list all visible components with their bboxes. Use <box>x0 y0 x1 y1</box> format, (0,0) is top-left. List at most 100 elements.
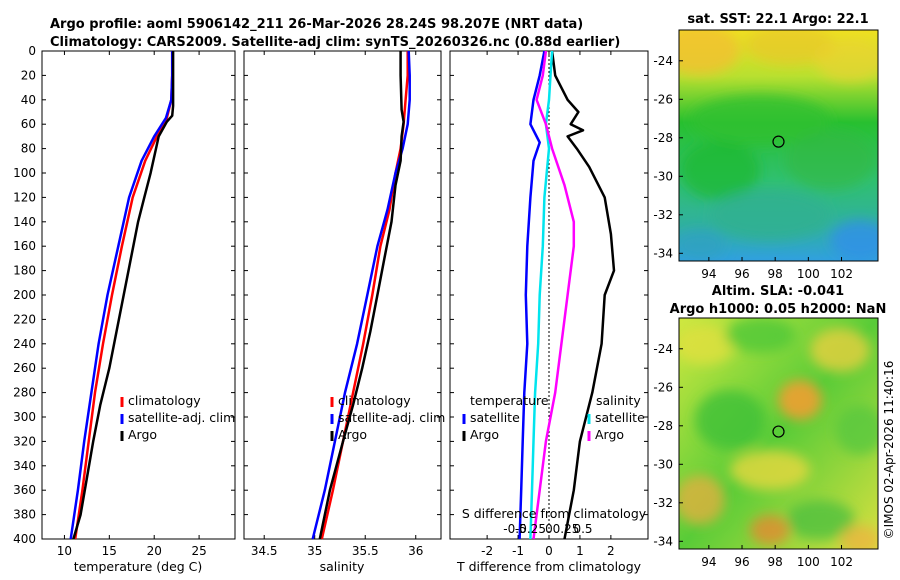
sla-map-title-line1: Altim. SLA: -0.041 <box>712 284 844 299</box>
map-ytick-label: -28 <box>653 131 673 145</box>
legend-title: salinity <box>596 393 641 408</box>
sla-map-texture <box>679 318 878 549</box>
temperature-xlabel: temperature (deg C) <box>74 559 203 574</box>
salinity-panel: 34.5 35 35.5 36 salinity climatology satellite… <box>243 50 445 574</box>
sst-argo-marker <box>772 135 785 148</box>
map-xtick-label: 100 <box>797 555 820 569</box>
legend-label: satellite-adj. clim <box>338 410 445 425</box>
series-temperature-Argo <box>550 50 616 540</box>
temperature-profile-ytick-label: 0 <box>28 44 36 58</box>
salinity-profile-xtick-label: 35.5 <box>352 544 379 558</box>
map-xtick-label: 94 <box>701 555 716 569</box>
map-ytick-label: -24 <box>653 342 673 356</box>
series-Argo <box>72 51 175 540</box>
map-ytick-label: -26 <box>653 92 673 106</box>
legend-label: Argo <box>595 427 624 442</box>
temperature-profile-xtick-label: 15 <box>102 544 117 558</box>
s-tick-label: 0.25 <box>553 522 580 536</box>
s-tick-label: -0.25 <box>515 522 546 536</box>
map-xtick-label: 94 <box>701 267 716 281</box>
temperature-profile-ytick-label: 40 <box>21 93 36 107</box>
temperature-profile-ytick-label: 200 <box>13 288 36 302</box>
map-ytick-label: -34 <box>653 534 673 548</box>
sst-map-axes: 94 96 98 100 102 -24 -26 -28 -30 -32 -34 <box>653 54 853 281</box>
temperature-profile-ytick-label: 140 <box>13 215 36 229</box>
series-Argo <box>318 51 405 540</box>
temperature-profile-ytick-label: 340 <box>13 459 36 473</box>
map-xtick-label: 98 <box>768 555 783 569</box>
legend-label: satellite-adj. clim <box>128 410 235 425</box>
main-title-line1: Argo profile: aoml 5906142_211 26-Mar-20… <box>50 17 583 32</box>
map-ytick-label: -30 <box>653 169 673 183</box>
legend-label: Argo <box>338 427 367 442</box>
series-salinity-satellite <box>529 50 554 540</box>
sla-argo-marker <box>772 425 785 438</box>
s-tick-label: 0.5 <box>573 522 592 536</box>
legend-label: satellite <box>595 410 645 425</box>
temperature-profile-ytick-label: 320 <box>13 434 36 448</box>
salinity-profile-xtick-label: 36 <box>408 544 423 558</box>
difference-profile-xtick-label: -1 <box>512 544 524 558</box>
temperature-profile-ytick-label: 80 <box>21 142 36 156</box>
series-salinity-Argo <box>532 50 576 540</box>
temperature-profile-xtick-label: 10 <box>57 544 72 558</box>
legend-label: climatology <box>128 393 201 408</box>
sdiff-xlabel: S difference from climatology <box>462 506 647 521</box>
temperature-profile-ytick-label: 300 <box>13 410 36 424</box>
map-xtick-label: 102 <box>830 267 853 281</box>
map-xtick-label: 98 <box>768 267 783 281</box>
difference-profile-xtick-label: 1 <box>576 544 584 558</box>
sla-map-frame <box>678 317 879 550</box>
map-ytick-label: -30 <box>653 457 673 471</box>
salinity-xlabel: salinity <box>320 559 365 574</box>
salinity-profile-xtick-label: 35 <box>307 544 322 558</box>
map-xtick-label: 100 <box>797 267 820 281</box>
s-tick-label: -0.5 <box>503 522 526 536</box>
credit-text: ©IMOS 02-Apr-2026 11:40:16 <box>882 361 896 540</box>
s-tick-label: 0 <box>545 522 553 536</box>
temperature-profile-ytick-label: 220 <box>13 312 36 326</box>
legend-label: satellite <box>470 410 520 425</box>
temperature-profile-ytick-label: 360 <box>13 483 36 497</box>
temperature-profile-ytick-label: 260 <box>13 361 36 375</box>
map-ytick-label: -34 <box>653 246 673 260</box>
legend-label: Argo <box>470 427 499 442</box>
temperature-panel: 10 15 20 25 0 20 40 60 80 100 120 140 160 180 200 220 24… <box>13 44 236 574</box>
map-ytick-label: -32 <box>653 496 673 510</box>
temperature-profile-frame <box>41 50 236 540</box>
map-ytick-label: -26 <box>653 380 673 394</box>
legend-label: climatology <box>338 393 411 408</box>
temperature-profile-ytick-label: 100 <box>13 166 36 180</box>
temperature-profile-ytick-label: 120 <box>13 190 36 204</box>
argo-position-circle <box>772 135 785 148</box>
sst-map-frame <box>678 29 879 262</box>
legend-label: Argo <box>128 427 157 442</box>
salinity-profile-xtick-label: 34.5 <box>251 544 278 558</box>
difference-profile-xtick-label: 0 <box>545 544 553 558</box>
temperature-profile-ytick-label: 240 <box>13 337 36 351</box>
temperature-profile-ytick-label: 160 <box>13 239 36 253</box>
map-ytick-label: -28 <box>653 419 673 433</box>
temperature-profile-ytick-label: 180 <box>13 264 36 278</box>
temperature-profile-xtick-label: 20 <box>147 544 162 558</box>
difference-panel: -2 -1 0 1 2-0.5-0.25 0 0.250.5S difference fro… <box>449 50 649 574</box>
sla-map-axes: 94 96 98 100 102 -24 -26 -28 -30 -32 -34 <box>653 342 853 569</box>
salinity-profile-frame <box>243 50 442 540</box>
tdiff-xlabel: T difference from climatology <box>456 559 642 574</box>
temperature-profile-ytick-label: 380 <box>13 508 36 522</box>
sla-map-panel: 94 96 98 100 102 -24 -26 -28 -30 -32 -34 <box>653 317 879 569</box>
map-xtick-label: 96 <box>734 555 749 569</box>
difference-profile-xtick-label: -2 <box>481 544 493 558</box>
series-temperature-satellite <box>518 50 546 540</box>
sst-map-panel: 94 96 98 100 102 -24 -26 -28 -30 -32 -34 <box>653 29 879 281</box>
map-ytick-label: -24 <box>653 54 673 68</box>
map-xtick-label: 96 <box>734 267 749 281</box>
map-xtick-label: 102 <box>830 555 853 569</box>
sst-map-texture <box>679 30 878 260</box>
sst-map-title: sat. SST: 22.1 Argo: 22.1 <box>687 12 868 27</box>
temperature-profile-ytick-label: 400 <box>13 532 36 546</box>
sla-map-title-line2: Argo h1000: 0.05 h2000: NaN <box>670 302 887 317</box>
temperature-profile-xtick-label: 25 <box>191 544 206 558</box>
series-satellite-adj.-clim <box>69 51 174 540</box>
